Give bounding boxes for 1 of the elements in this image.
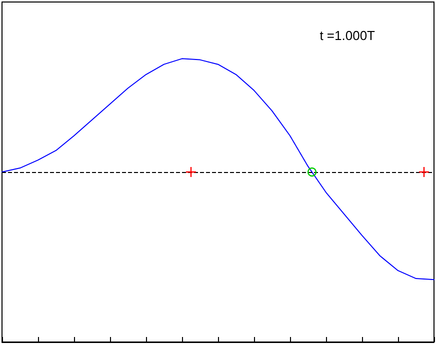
text: t =1.000T	[320, 28, 376, 43]
